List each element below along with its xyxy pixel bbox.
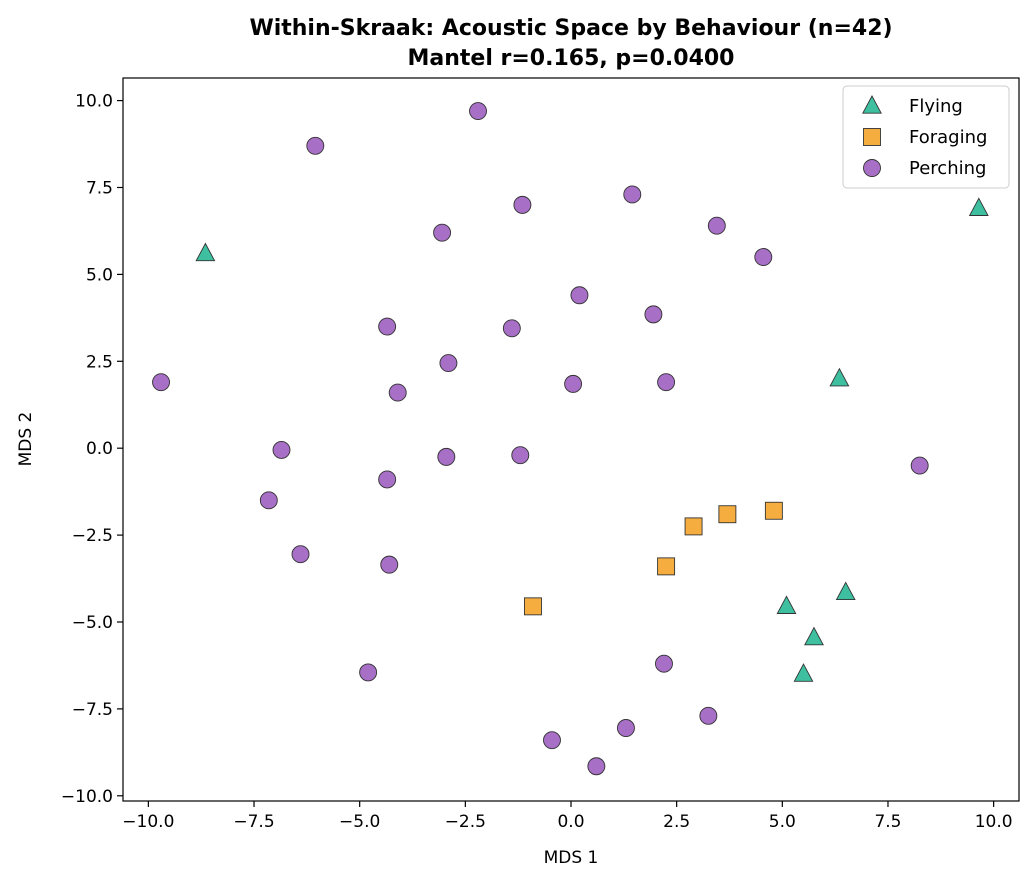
- legend-label-foraging: Foraging: [909, 127, 987, 148]
- legend-label-flying: Flying: [909, 96, 963, 117]
- series-perching: [152, 102, 929, 776]
- y-tick-label: 7.5: [86, 178, 113, 198]
- flying-point: [776, 595, 797, 614]
- perching-point: [433, 223, 452, 242]
- legend-frame: [842, 85, 1010, 189]
- flying-point: [968, 197, 989, 216]
- x-axis-label: MDS 1: [544, 848, 599, 868]
- x-tick-label: −2.5: [445, 812, 486, 832]
- perching-point: [272, 440, 291, 459]
- legend-marker-foraging: [863, 128, 881, 146]
- perching-point: [699, 706, 718, 725]
- perching-point: [623, 185, 642, 204]
- x-tick-label: 10.0: [975, 812, 1013, 832]
- foraging-point: [718, 505, 737, 524]
- chart-title-line2: Mantel r=0.165, p=0.0400: [407, 46, 734, 71]
- perching-point: [754, 248, 773, 266]
- plot-area: [123, 78, 1019, 801]
- perching-point: [291, 545, 310, 564]
- series-flying: [195, 197, 989, 682]
- perching-point: [259, 491, 278, 510]
- legend-marker-flying: [862, 95, 882, 114]
- perching-point: [439, 354, 458, 372]
- series-foraging: [524, 501, 783, 616]
- perching-point: [564, 374, 583, 393]
- perching-point: [378, 317, 397, 336]
- y-tick-label: 0.0: [86, 439, 113, 459]
- legend: Flying Foraging Perching: [842, 85, 1010, 189]
- x-tick-label: 7.5: [874, 812, 901, 832]
- perching-point: [152, 373, 170, 392]
- y-tick-label: 10.0: [75, 92, 113, 112]
- chart-title-line1: Within-Skraak: Acoustic Space by Behavio…: [249, 16, 892, 41]
- flying-point: [804, 626, 824, 646]
- foraging-point: [764, 501, 783, 520]
- perching-point: [910, 456, 929, 475]
- flying-point: [835, 581, 856, 601]
- x-tick-label: 2.5: [663, 812, 690, 832]
- x-tick-label: −7.5: [233, 812, 274, 832]
- perching-point: [570, 286, 589, 305]
- legend-marker-perching: [863, 159, 881, 177]
- perching-point: [469, 102, 487, 120]
- flying-point: [829, 367, 850, 387]
- foraging-point: [657, 557, 676, 576]
- y-tick-label: 2.5: [86, 352, 113, 372]
- flying-point: [793, 663, 814, 682]
- perching-point: [502, 319, 521, 338]
- y-tick-label: −2.5: [72, 526, 113, 546]
- perching-point: [388, 383, 407, 402]
- perching-point: [359, 663, 378, 682]
- y-tick-label: 5.0: [86, 265, 113, 285]
- perching-point: [378, 470, 397, 489]
- y-axis-label: MDS 2: [16, 412, 36, 467]
- y-tick-label: −5.0: [72, 613, 113, 633]
- data-points: [152, 102, 989, 776]
- y-tick-label: −7.5: [72, 700, 113, 720]
- perching-point: [616, 719, 635, 737]
- x-tick-label: 5.0: [769, 812, 796, 832]
- axis-ticks: −10.0 −7.5 −5.0 −2.5 0.0 2.5 5.0 7.5 10.0 −10.0 −7…: [61, 92, 1013, 832]
- perching-point: [513, 195, 532, 214]
- x-tick-label: −10.0: [122, 812, 174, 832]
- perching-point: [587, 757, 606, 776]
- perching-point: [511, 446, 530, 465]
- perching-point: [543, 731, 561, 750]
- plot-frame: [122, 77, 1020, 802]
- x-tick-label: 0.0: [557, 812, 584, 832]
- perching-point: [644, 305, 663, 324]
- foraging-point: [524, 597, 542, 616]
- flying-point: [195, 242, 216, 262]
- y-tick-label: −10.0: [61, 787, 113, 807]
- perching-point: [655, 654, 673, 673]
- x-tick-label: −5.0: [339, 812, 380, 832]
- legend-label-perching: Perching: [909, 158, 986, 179]
- perching-point: [306, 136, 325, 155]
- perching-point: [437, 447, 456, 466]
- foraging-point: [684, 517, 703, 536]
- perching-point: [380, 555, 399, 574]
- perching-point: [657, 373, 676, 392]
- perching-point: [707, 216, 726, 235]
